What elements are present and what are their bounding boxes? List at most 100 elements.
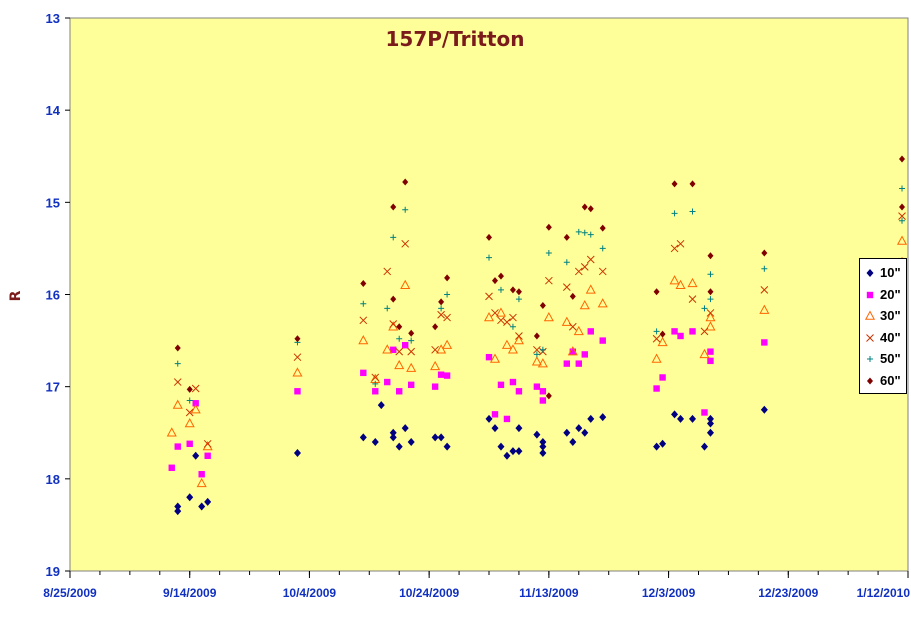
data-point bbox=[653, 385, 660, 392]
y-tick-label: 18 bbox=[46, 472, 60, 487]
data-point bbox=[513, 335, 524, 345]
data-point bbox=[401, 424, 409, 433]
legend-marker bbox=[866, 333, 874, 342]
data-point bbox=[430, 360, 441, 371]
data-point bbox=[438, 305, 445, 312]
y-tick-label: 19 bbox=[46, 564, 60, 579]
data-point bbox=[174, 502, 182, 511]
data-point bbox=[539, 388, 547, 395]
data-point bbox=[509, 323, 516, 330]
data-point bbox=[186, 397, 193, 404]
data-point bbox=[401, 239, 410, 248]
data-point bbox=[575, 228, 582, 235]
data-point bbox=[651, 353, 662, 363]
data-point bbox=[899, 185, 906, 192]
data-point bbox=[539, 442, 547, 451]
data-point bbox=[537, 358, 548, 368]
data-point bbox=[432, 323, 439, 331]
legend-label: 40" bbox=[880, 329, 901, 345]
data-point bbox=[689, 414, 697, 423]
data-point bbox=[184, 417, 195, 428]
data-point bbox=[503, 318, 511, 327]
series-group bbox=[174, 341, 906, 516]
data-point bbox=[533, 351, 540, 358]
data-point bbox=[497, 316, 505, 325]
data-point bbox=[491, 411, 499, 418]
series-group bbox=[166, 235, 908, 488]
data-point bbox=[358, 335, 369, 345]
y-axis-label: R bbox=[8, 290, 24, 301]
data-point bbox=[586, 255, 595, 264]
data-point bbox=[390, 346, 397, 353]
data-point bbox=[573, 325, 584, 336]
data-point bbox=[382, 344, 393, 354]
legend: 10" 20" 30" 40" 50" 60" bbox=[859, 258, 907, 394]
data-point bbox=[174, 443, 181, 450]
data-point bbox=[431, 383, 439, 390]
data-point bbox=[509, 378, 517, 386]
legend-item: 20" bbox=[860, 285, 906, 305]
data-point bbox=[168, 464, 175, 471]
data-point bbox=[531, 356, 542, 366]
data-point bbox=[899, 217, 906, 224]
data-point bbox=[431, 433, 439, 442]
data-point bbox=[396, 335, 403, 342]
data-point bbox=[389, 433, 397, 442]
data-point bbox=[599, 413, 607, 422]
data-point bbox=[509, 447, 517, 456]
data-point bbox=[486, 233, 492, 241]
data-point bbox=[539, 302, 546, 310]
legend-item: 30" bbox=[860, 306, 906, 326]
legend-label: 30" bbox=[880, 308, 901, 323]
x-tick-label: 8/25/2009 bbox=[43, 586, 97, 600]
data-point bbox=[659, 439, 667, 448]
data-point bbox=[676, 239, 685, 248]
y-tick-label: 15 bbox=[46, 195, 60, 210]
data-point bbox=[485, 292, 493, 301]
data-point bbox=[402, 178, 409, 186]
data-point bbox=[491, 309, 499, 317]
data-point bbox=[574, 267, 583, 276]
data-point bbox=[587, 328, 594, 335]
data-point bbox=[377, 401, 385, 410]
data-point bbox=[539, 346, 546, 353]
data-point bbox=[360, 369, 367, 377]
data-point bbox=[204, 452, 211, 459]
x-tick-label: 1/12/2010 bbox=[857, 586, 911, 600]
data-point bbox=[587, 414, 595, 423]
data-point bbox=[402, 341, 409, 349]
data-point bbox=[359, 433, 367, 442]
data-point bbox=[443, 372, 451, 379]
data-point bbox=[569, 348, 576, 355]
data-point bbox=[485, 353, 493, 361]
data-point bbox=[191, 384, 200, 393]
data-point bbox=[705, 321, 716, 331]
data-point bbox=[707, 288, 714, 296]
data-point bbox=[581, 351, 588, 358]
data-point bbox=[515, 447, 523, 456]
data-point bbox=[192, 400, 199, 407]
data-point bbox=[359, 316, 368, 325]
data-point bbox=[675, 279, 686, 289]
legend-swatch bbox=[864, 310, 876, 320]
series-group bbox=[174, 185, 906, 404]
legend-swatch bbox=[866, 333, 874, 342]
data-point bbox=[384, 305, 391, 312]
data-point bbox=[360, 300, 367, 307]
data-point bbox=[533, 430, 541, 439]
data-point bbox=[677, 332, 684, 340]
data-point bbox=[563, 259, 570, 266]
data-point bbox=[166, 427, 177, 437]
legend-item: 10" bbox=[860, 263, 906, 283]
legend-item: 60" bbox=[860, 371, 906, 391]
data-point bbox=[896, 235, 908, 245]
data-point bbox=[653, 288, 660, 296]
plot-area bbox=[70, 18, 908, 571]
data-point bbox=[509, 286, 516, 294]
legend-item: 50" bbox=[860, 349, 906, 369]
data-point bbox=[687, 277, 698, 288]
data-point bbox=[186, 440, 193, 448]
data-point bbox=[396, 323, 403, 331]
data-point bbox=[568, 322, 577, 331]
